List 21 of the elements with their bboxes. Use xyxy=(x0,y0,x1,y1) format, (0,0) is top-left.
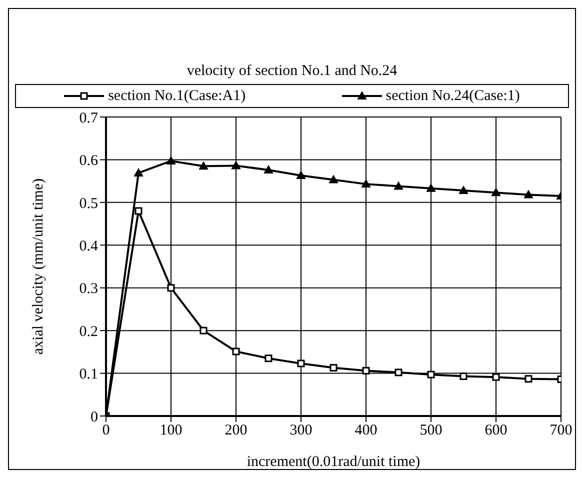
x-tick-label: 300 xyxy=(290,422,312,439)
chart-title: velocity of section No.1 and No.24 xyxy=(186,63,398,80)
legend-label: section No.1(Case:A1) xyxy=(108,88,246,104)
y-tick-label: 0.1 xyxy=(79,366,98,383)
y-tick-label: 0.7 xyxy=(79,110,98,126)
x-tick-label: 500 xyxy=(420,422,442,439)
legend-label: section No.24(Case:1) xyxy=(386,88,520,104)
y-tick-label: 0.3 xyxy=(79,281,98,298)
y-tick-label: 0.6 xyxy=(79,153,98,170)
x-tick-label: 700 xyxy=(550,422,572,439)
x-tick-label: 200 xyxy=(224,422,248,439)
y-axis-title: axial velocity (mm/unit time) xyxy=(30,178,46,355)
x-tick-label: 600 xyxy=(484,422,508,439)
x-axis-title: increment(0.01rad/unit time) xyxy=(246,454,420,470)
y-tick-label: 0.4 xyxy=(79,238,98,254)
y-tick-label: 0.5 xyxy=(79,196,98,212)
x-tick-label: 100 xyxy=(160,422,182,439)
x-tick-label: 0 xyxy=(102,422,110,439)
y-tick-label: 0.2 xyxy=(79,324,98,340)
y-tick-label: 0 xyxy=(90,409,98,426)
x-tick-label: 400 xyxy=(354,422,378,439)
